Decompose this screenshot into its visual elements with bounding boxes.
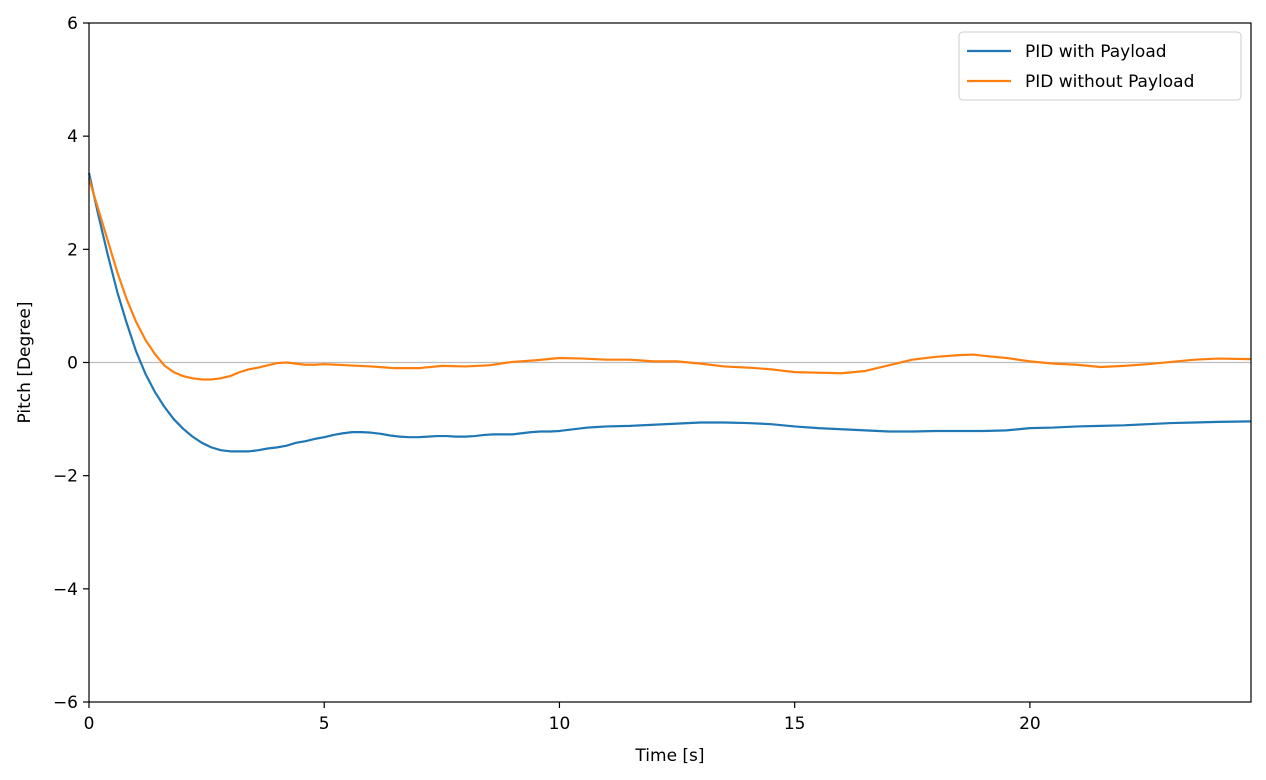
y-tick-label: 6 xyxy=(67,14,78,34)
x-tick-label: 20 xyxy=(1019,714,1041,734)
legend-box xyxy=(958,31,1242,101)
legend-label-pid-without-payload: PID without Payload xyxy=(1025,72,1194,92)
y-tick-label: 4 xyxy=(67,127,78,147)
y-tick-label: −6 xyxy=(53,693,78,713)
legend-label-pid-with-payload: PID with Payload xyxy=(1025,42,1167,62)
series-line-pid-without-payload xyxy=(87,178,1252,381)
y-tick-label: 0 xyxy=(67,354,78,374)
x-tick-label: 10 xyxy=(549,714,571,734)
y-tick-label: 2 xyxy=(67,240,78,260)
series-line-pid-with-payload xyxy=(87,172,1252,453)
y-tick-label: −2 xyxy=(53,467,78,487)
y-axis-ticks: −6 −4 −2 0 2 4 6 xyxy=(53,14,89,713)
y-tick-label: −4 xyxy=(53,580,78,600)
series-layer xyxy=(87,172,1252,453)
y-axis-label: Pitch [Degree] xyxy=(15,302,35,424)
legend: PID with Payload PID without Payload xyxy=(958,31,1242,101)
x-tick-label: 5 xyxy=(319,714,330,734)
x-axis-ticks: 0 5 10 15 20 xyxy=(84,702,1041,734)
x-tick-label: 0 xyxy=(84,714,95,734)
x-tick-label: 15 xyxy=(784,714,806,734)
x-axis-label: Time [s] xyxy=(634,746,704,766)
